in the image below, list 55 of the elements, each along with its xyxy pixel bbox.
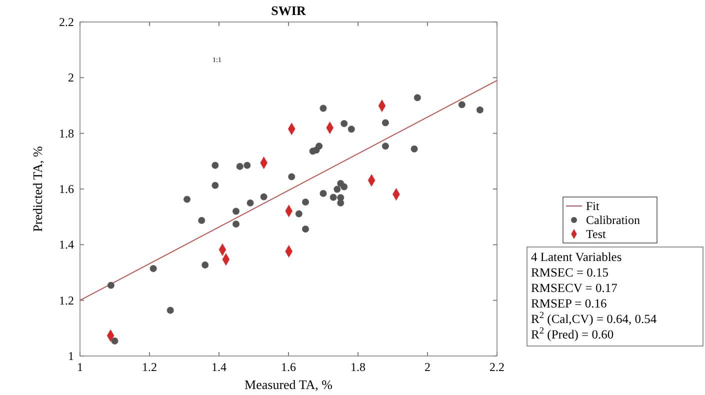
point — [348, 126, 355, 133]
point — [212, 182, 219, 189]
x-tick-label: 1 — [77, 360, 83, 374]
point — [107, 282, 115, 289]
point — [183, 196, 191, 203]
point — [476, 106, 484, 114]
point — [236, 162, 244, 170]
point — [320, 104, 327, 112]
point — [302, 225, 310, 233]
x-tick-label: 2.2 — [490, 360, 504, 374]
point — [414, 94, 422, 102]
x-tick-label: 1.8 — [350, 360, 366, 374]
point — [315, 142, 323, 150]
point — [382, 119, 390, 126]
point — [337, 199, 344, 207]
x-tick-label: 2 — [424, 360, 430, 374]
y-tick-label: 2 — [68, 70, 74, 85]
x-tick-label: 1.4 — [212, 360, 226, 374]
y-axis-title: Predicted TA, % — [30, 146, 45, 232]
point — [260, 193, 268, 200]
point — [302, 198, 310, 206]
point — [382, 142, 390, 150]
point — [458, 101, 466, 108]
point — [232, 208, 240, 215]
point — [202, 261, 209, 269]
point — [334, 186, 341, 193]
point — [246, 199, 254, 207]
point — [232, 220, 240, 228]
point — [111, 337, 118, 345]
point — [244, 162, 251, 169]
point — [330, 194, 337, 201]
point — [288, 173, 296, 180]
chart-title: SWIR — [271, 3, 306, 18]
point — [295, 210, 303, 218]
point — [340, 120, 348, 128]
legend-label: Fit — [586, 199, 600, 213]
y-tick-label: 1.6 — [59, 182, 74, 196]
point — [198, 216, 206, 224]
point — [212, 162, 219, 169]
y-tick-label: 1.2 — [59, 293, 74, 308]
y-tick-label: 1.8 — [59, 126, 74, 140]
x-tick-label: 1.2 — [142, 360, 157, 374]
point — [150, 265, 157, 272]
y-tick-label: 2.2 — [59, 15, 74, 29]
x-axis-title: Measured TA, % — [244, 377, 333, 392]
legend-label: Calibration — [586, 213, 640, 227]
point — [340, 183, 348, 190]
legend-label: Test — [586, 227, 606, 241]
y-tick-label: 1 — [68, 349, 74, 363]
y-tick-label: 1.4 — [59, 238, 74, 252]
point — [320, 190, 327, 198]
point — [410, 145, 418, 153]
text: 4 Latent Variables RMSEC = 0.15 RMSECV = 0.17 RMSEP = 0.16 R$^{2}$ (Cal,CV) = 0.64, 0.54 R$^{2}$ (Pred) = 0.60 — [531, 250, 657, 342]
point — [166, 306, 174, 314]
x-tick-label: 1.6 — [281, 360, 296, 374]
